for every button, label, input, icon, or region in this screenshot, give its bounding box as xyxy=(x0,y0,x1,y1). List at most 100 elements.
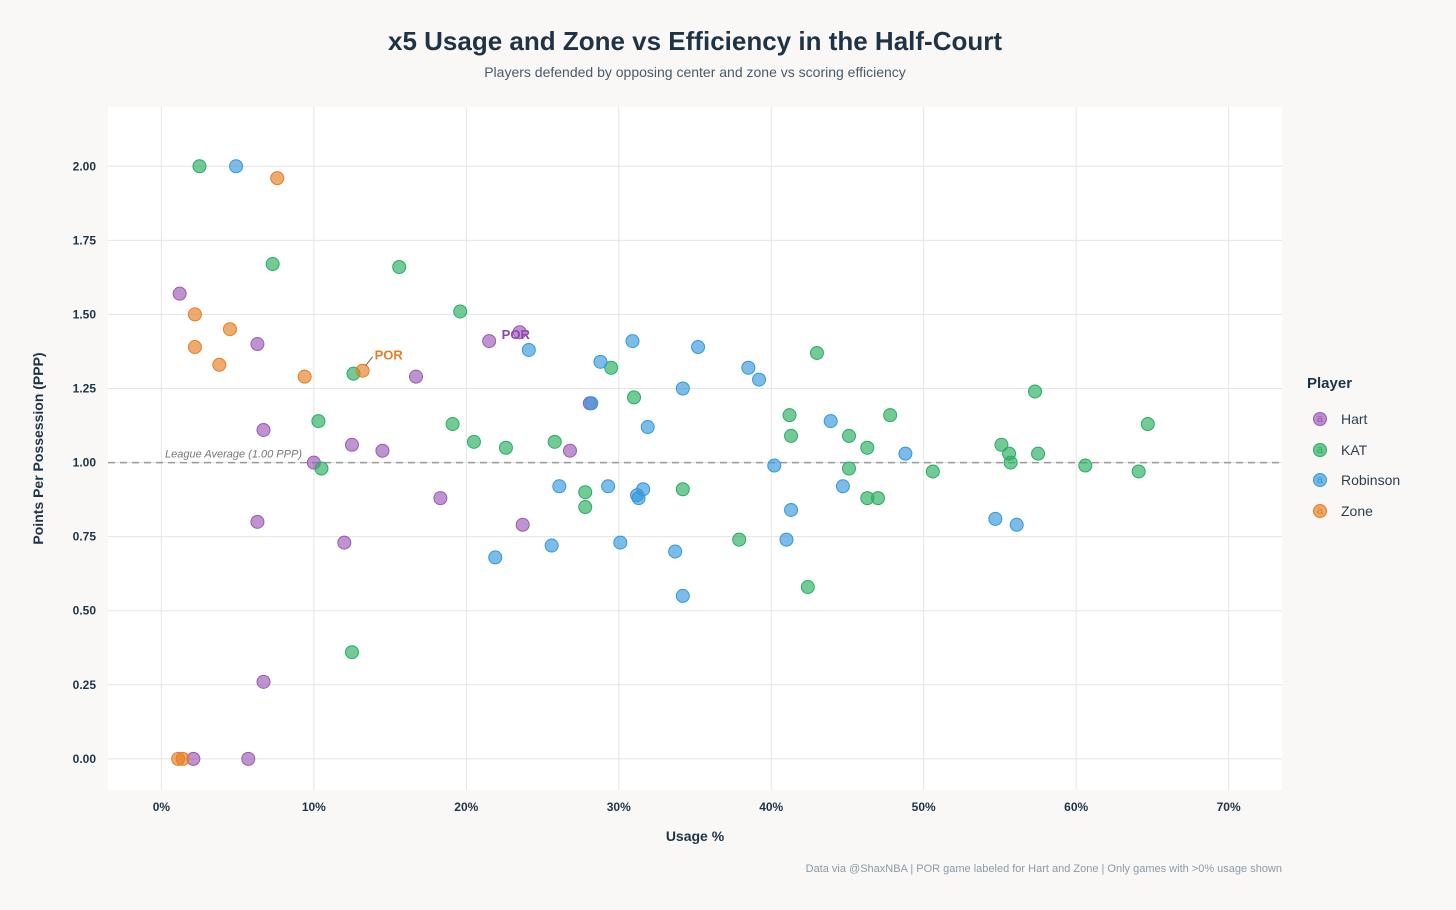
data-point-robinson xyxy=(988,511,1003,526)
annotation-leader xyxy=(365,356,374,367)
plot-background xyxy=(108,107,1282,790)
legend-item-hart[interactable]: a Hart xyxy=(1307,404,1400,435)
x-tick-label: 10% xyxy=(302,800,326,814)
data-point-kat xyxy=(466,434,481,449)
y-tick-label: 1.50 xyxy=(73,307,97,321)
y-tick-label: 0.00 xyxy=(73,752,97,766)
data-point-kat xyxy=(1078,458,1093,473)
y-tick-label: 1.25 xyxy=(73,381,97,395)
legend-item-kat[interactable]: a KAT xyxy=(1307,435,1400,466)
annotation-label: POR xyxy=(375,348,404,363)
legend-marker-icon: a xyxy=(1313,412,1327,427)
legend-label: Zone xyxy=(1341,502,1373,519)
data-point-kat xyxy=(445,417,460,432)
data-point-hart xyxy=(515,517,530,532)
data-point-robinson xyxy=(613,535,628,550)
data-point-kat xyxy=(841,428,856,443)
legend-item-zone[interactable]: a Zone xyxy=(1307,496,1400,527)
data-point-robinson xyxy=(675,588,690,603)
data-point-hart xyxy=(256,422,271,437)
data-point-robinson xyxy=(823,414,838,429)
data-point-hart xyxy=(344,437,359,452)
data-point-robinson xyxy=(784,502,799,517)
data-point-kat xyxy=(925,464,940,479)
data-point-robinson xyxy=(691,340,706,355)
data-point-kat xyxy=(782,408,797,423)
data-point-kat xyxy=(1140,417,1155,432)
data-point-robinson xyxy=(625,334,640,349)
data-point-robinson xyxy=(752,372,767,387)
data-point-kat xyxy=(578,485,593,500)
data-point-kat xyxy=(314,461,329,476)
data-point-robinson xyxy=(488,550,503,565)
data-point-kat xyxy=(860,440,875,455)
data-point-robinson xyxy=(741,360,756,375)
legend-title: Player xyxy=(1307,375,1353,392)
data-point-robinson xyxy=(1009,517,1024,532)
data-point-robinson xyxy=(767,458,782,473)
y-tick-label: 0.25 xyxy=(73,678,97,692)
y-tick-label: 0.50 xyxy=(73,604,97,618)
legend-marker-icon: a xyxy=(1313,503,1327,518)
y-tick-label: 0.75 xyxy=(73,530,97,544)
data-point-zone xyxy=(270,171,285,186)
data-point-robinson xyxy=(593,354,608,369)
footer-note: Data via @ShaxNBA | POR game labeled for… xyxy=(805,863,1282,875)
data-point-hart xyxy=(256,674,271,689)
x-tick-label: 50% xyxy=(912,800,936,814)
data-point-kat xyxy=(311,414,326,429)
y-tick-label: 1.00 xyxy=(73,456,97,470)
data-point-robinson xyxy=(544,538,559,553)
data-point-kat xyxy=(1031,446,1046,461)
data-point-zone xyxy=(297,369,312,384)
chart-title: x5 Usage and Zone vs Efficiency in the H… xyxy=(387,26,1003,56)
x-axis-label: Usage % xyxy=(666,828,725,844)
data-point-robinson xyxy=(636,482,651,497)
y-axis-label: Points Per Possession (PPP) xyxy=(30,352,46,544)
data-point-hart xyxy=(250,337,265,352)
x-tick-label: 0% xyxy=(153,800,171,814)
data-point-zone xyxy=(187,307,202,322)
data-point-robinson xyxy=(779,532,794,547)
data-point-robinson xyxy=(835,479,850,494)
legend-label: Robinson xyxy=(1341,472,1401,489)
data-point-kat xyxy=(1003,455,1018,470)
data-point-kat xyxy=(870,491,885,506)
data-point-kat xyxy=(1131,464,1146,479)
data-point-kat xyxy=(578,500,593,515)
data-point-zone xyxy=(212,357,227,372)
data-point-kat xyxy=(732,532,747,547)
legend-marker-icon: a xyxy=(1313,473,1327,488)
data-point-kat xyxy=(392,260,407,275)
data-point-kat xyxy=(784,428,799,443)
data-point-kat xyxy=(344,645,359,660)
data-point-kat xyxy=(809,345,824,360)
data-point-robinson xyxy=(552,479,567,494)
data-point-zone xyxy=(187,340,202,355)
league-average-label: League Average (1.00 PPP) xyxy=(165,449,302,461)
data-point-kat xyxy=(547,434,562,449)
data-point-hart xyxy=(337,535,352,550)
y-tick-label: 2.00 xyxy=(73,159,97,173)
x-tick-label: 70% xyxy=(1217,800,1241,814)
data-point-hart xyxy=(375,443,390,458)
data-point-zone xyxy=(355,363,370,378)
data-point-kat xyxy=(994,437,1009,452)
data-point-kat xyxy=(498,440,513,455)
data-point-hart xyxy=(250,514,265,529)
legend-marker-icon: a xyxy=(1313,442,1327,457)
data-point-hart xyxy=(172,286,187,301)
data-point-zone xyxy=(222,322,237,337)
legend-item-robinson[interactable]: a Robinson xyxy=(1307,465,1400,496)
data-point-kat xyxy=(604,360,619,375)
chart-subtitle: Players defended by opposing center and … xyxy=(484,64,906,80)
legend: Player a Hart a KAT a Robinson a Zone xyxy=(1307,375,1400,526)
annotation-label: POR xyxy=(502,327,531,342)
data-point-robinson xyxy=(601,479,616,494)
data-point-kat xyxy=(1028,384,1043,399)
data-point-kat xyxy=(265,257,280,272)
data-point-zone xyxy=(175,751,190,766)
data-point-kat xyxy=(800,580,815,595)
data-point-kat xyxy=(841,461,856,476)
